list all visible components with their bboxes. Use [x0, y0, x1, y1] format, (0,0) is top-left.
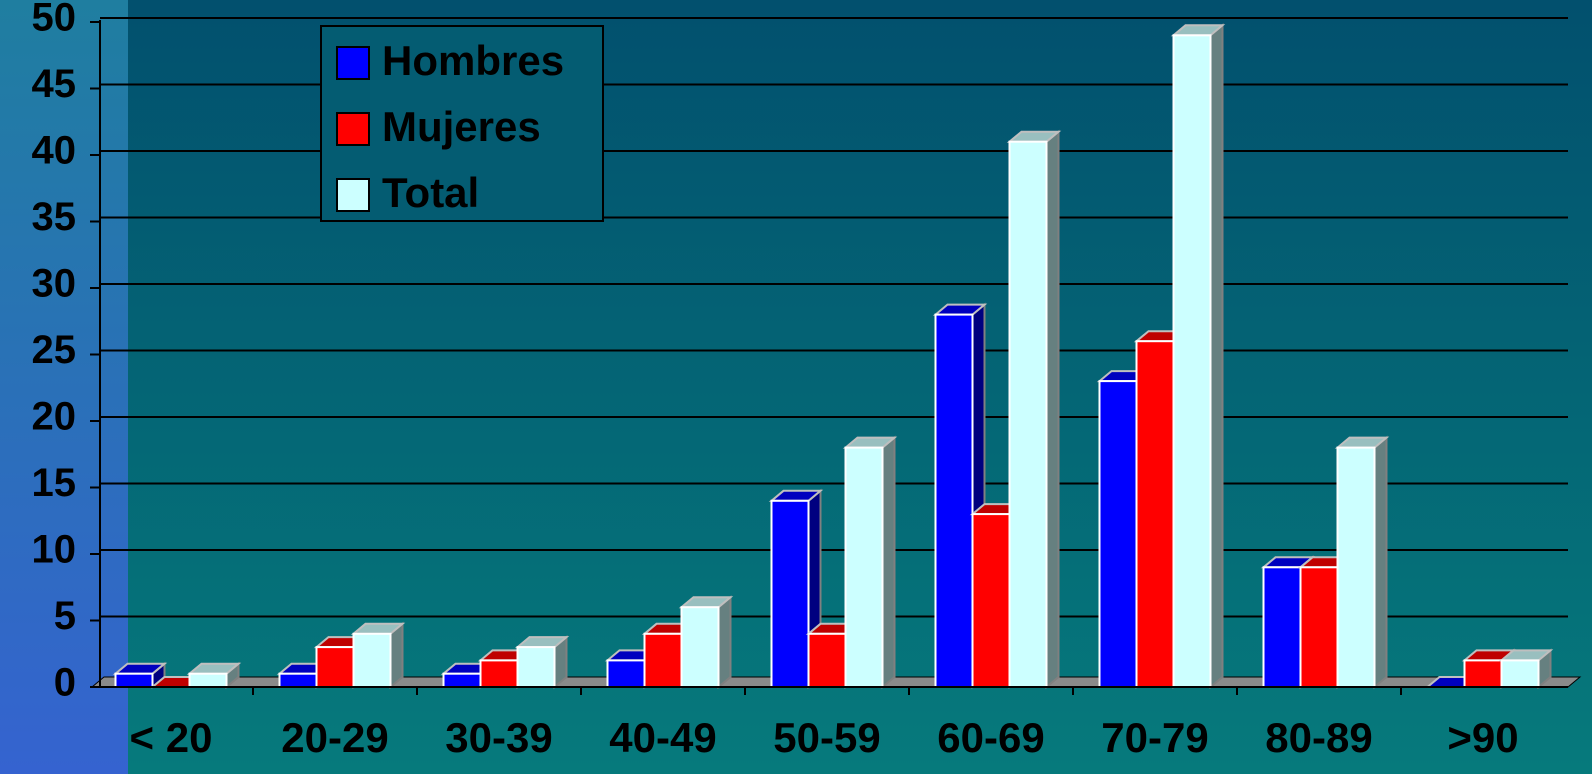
bar-side: [1373, 435, 1388, 690]
labels: 0 5 10 15 20 25 30 35 40 45 50 < 20 20-29 30-39 40-49 5…: [32, 0, 1519, 761]
legend-label: Mujeres: [382, 103, 541, 150]
bar-front: [1299, 566, 1339, 688]
bar: [1334, 435, 1390, 690]
bar-front: [315, 646, 355, 688]
legend: Hombres Mujeres Total: [320, 25, 604, 222]
y-tick-label: 15: [32, 461, 77, 505]
y-tick-label: 35: [32, 195, 77, 239]
y-tick-label: 45: [32, 62, 77, 106]
y-tick-label: 50: [32, 0, 77, 40]
y-tick-label: 40: [32, 129, 77, 173]
x-tick-label: < 20: [130, 714, 213, 761]
bar-front: [643, 632, 683, 688]
x-tick-label: 80-89: [1265, 714, 1372, 761]
bar-front: [442, 672, 482, 689]
y-tick-label: 10: [32, 528, 77, 572]
bar: [1170, 23, 1226, 690]
bar-side: [1209, 23, 1224, 690]
bar-front: [770, 499, 810, 688]
bar: [350, 621, 406, 690]
bar-front: [1463, 659, 1503, 689]
bar: [514, 634, 570, 690]
y-tick-label: 25: [32, 328, 77, 372]
x-tick-label: 40-49: [609, 714, 716, 761]
bar-front: [971, 513, 1011, 688]
x-tick-label: 30-39: [445, 714, 552, 761]
bar-front: [352, 632, 392, 688]
bar-front: [479, 659, 519, 689]
bar-front: [606, 659, 646, 689]
legend-label: Total: [382, 169, 479, 216]
bar-front: [1098, 380, 1138, 688]
bar-side: [881, 435, 896, 690]
bar: [186, 661, 242, 690]
bar-side: [717, 595, 732, 690]
y-tick-label: 20: [32, 395, 77, 439]
x-tick-label: 70-79: [1101, 714, 1208, 761]
bar-front: [1172, 34, 1212, 689]
legend-swatch: [336, 112, 370, 146]
y-tick-label: 0: [54, 661, 76, 705]
bar-front: [1262, 566, 1302, 688]
bar-front: [188, 672, 228, 689]
legend-label: Hombres: [382, 37, 564, 84]
x-tick-label: >90: [1447, 714, 1518, 761]
bar: [768, 488, 824, 690]
bar-side: [1045, 129, 1060, 690]
bar-front: [114, 672, 154, 689]
legend-swatch: [336, 46, 370, 80]
bar-front: [1135, 340, 1175, 688]
bar-front: [807, 632, 847, 688]
bar-front: [516, 646, 556, 688]
x-tick-label: 60-69: [937, 714, 1044, 761]
bar-front: [680, 606, 720, 689]
y-tick-label: 5: [54, 594, 76, 638]
x-tick-label: 50-59: [773, 714, 880, 761]
legend-swatch: [336, 178, 370, 212]
y-tick-label: 30: [32, 262, 77, 306]
bar: [1498, 648, 1554, 690]
bar: [678, 595, 734, 690]
side-strip: [0, 0, 128, 774]
bar-front: [1008, 140, 1048, 688]
bar: [842, 435, 898, 690]
x-tick-label: 20-29: [281, 714, 388, 761]
bar-front: [934, 313, 974, 688]
bar-front: [844, 446, 884, 688]
bar-front: [1500, 659, 1540, 689]
bar: [1006, 129, 1062, 690]
bar-front: [278, 672, 318, 689]
bar-front: [1336, 446, 1376, 688]
